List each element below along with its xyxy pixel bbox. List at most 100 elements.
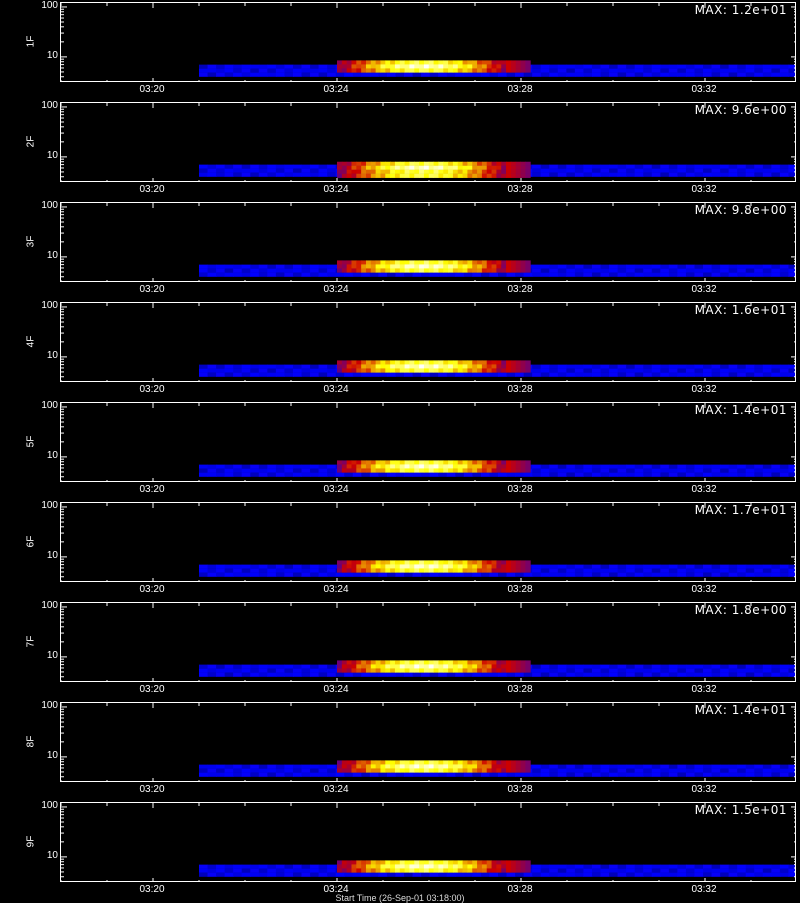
heatmap-cell bbox=[361, 169, 367, 174]
heatmap-cell bbox=[207, 68, 217, 73]
heatmap-cell bbox=[351, 864, 357, 869]
x-tick-label: 03:20 bbox=[139, 784, 165, 795]
heatmap-cell bbox=[520, 360, 526, 365]
heatmap-cell bbox=[583, 368, 593, 373]
heatmap-cell bbox=[520, 364, 526, 369]
heatmap-cell bbox=[711, 272, 721, 277]
heatmap-cell bbox=[626, 872, 636, 877]
heatmap-cell bbox=[711, 172, 721, 177]
heatmap-cell bbox=[267, 672, 277, 677]
heatmap-cell bbox=[318, 272, 328, 277]
heatmap-cell bbox=[452, 68, 459, 73]
y-tick-label: 10 bbox=[46, 149, 58, 161]
heatmap-cell bbox=[779, 768, 789, 773]
heatmap-cell bbox=[233, 472, 243, 477]
heatmap-cell bbox=[267, 472, 277, 477]
heatmap-cell bbox=[617, 468, 627, 473]
heatmap-cell bbox=[337, 764, 343, 769]
heatmap-cell bbox=[443, 268, 449, 273]
heatmap-cell bbox=[525, 264, 531, 269]
heatmap-cell bbox=[501, 764, 507, 769]
x-tick-label: 03:28 bbox=[507, 884, 533, 895]
heatmap-cell bbox=[583, 668, 593, 673]
heatmap-cell bbox=[428, 768, 435, 773]
heatmap-cell bbox=[788, 768, 795, 773]
heatmap-cell bbox=[443, 64, 449, 69]
heatmap-cell bbox=[462, 660, 468, 665]
heatmap-cell bbox=[549, 864, 559, 869]
heatmap-cell bbox=[356, 864, 362, 869]
heatmap-cell bbox=[199, 168, 209, 173]
heatmap-cell bbox=[365, 268, 372, 273]
heatmap-cell bbox=[351, 173, 357, 178]
heatmap-cell bbox=[433, 60, 439, 65]
heatmap-cell bbox=[341, 764, 348, 769]
heatmap-cell bbox=[617, 168, 627, 173]
x-tick-label: 03:20 bbox=[139, 184, 165, 195]
heatmap-cell bbox=[250, 68, 260, 73]
heatmap-cell bbox=[423, 64, 430, 69]
heatmap-cell bbox=[241, 372, 251, 377]
heatmap-cell bbox=[267, 164, 277, 169]
heatmap-cell bbox=[600, 272, 610, 277]
heatmap-cell bbox=[600, 464, 610, 469]
heatmap-cell bbox=[233, 68, 243, 73]
heatmap-cell bbox=[207, 372, 217, 377]
heatmap-cell bbox=[301, 772, 311, 777]
heatmap-cell bbox=[566, 68, 576, 73]
panel-2F: 2F 100 10 MAX: 9.6e+00 03:20 03:24 03:28 03:32 bbox=[0, 100, 800, 200]
heatmap-cell bbox=[668, 472, 678, 477]
heatmap-cell bbox=[386, 572, 396, 577]
heatmap-cell bbox=[491, 460, 497, 465]
heatmap-cell bbox=[443, 460, 449, 465]
heatmap-cell bbox=[520, 169, 526, 174]
heatmap-cell bbox=[626, 268, 636, 273]
heatmap-cell bbox=[677, 364, 687, 369]
heatmap-cell bbox=[523, 572, 533, 577]
heatmap-cell bbox=[346, 464, 352, 469]
heatmap-cell bbox=[566, 272, 576, 277]
heatmap-cell bbox=[677, 872, 687, 877]
heatmap-cell bbox=[728, 264, 738, 269]
heatmap-cell bbox=[301, 264, 311, 269]
heatmap-cell bbox=[651, 668, 661, 673]
heatmap-cell bbox=[351, 368, 357, 373]
heatmap-cell bbox=[378, 372, 388, 377]
spectrogram-svg bbox=[61, 703, 795, 781]
heatmap-cell bbox=[515, 568, 522, 573]
heatmap-cell bbox=[462, 464, 468, 469]
heatmap-cell bbox=[506, 872, 516, 877]
heatmap-cell bbox=[540, 68, 550, 73]
heatmap-cell bbox=[745, 372, 755, 377]
heatmap-cell bbox=[745, 768, 755, 773]
heatmap-cell bbox=[754, 472, 764, 477]
heatmap-cell bbox=[703, 372, 713, 377]
heatmap-cell bbox=[463, 272, 473, 277]
heatmap-cell bbox=[745, 664, 755, 669]
heatmap-cell bbox=[609, 864, 619, 869]
heatmap-cell bbox=[258, 468, 268, 473]
heatmap-cell bbox=[327, 772, 337, 777]
heatmap-cell bbox=[284, 264, 294, 269]
heatmap-cell bbox=[711, 664, 721, 669]
heatmap-cell bbox=[414, 460, 420, 465]
heatmap-cell bbox=[452, 173, 459, 178]
heatmap-cell bbox=[216, 472, 226, 477]
heatmap-cell bbox=[207, 668, 217, 673]
heatmap-cell bbox=[566, 764, 576, 769]
heatmap-cell bbox=[356, 64, 362, 69]
heatmap-cell bbox=[399, 464, 406, 469]
heatmap-cell bbox=[346, 868, 352, 873]
heatmap-cell bbox=[390, 460, 396, 465]
heatmap-cell bbox=[520, 560, 526, 565]
heatmap-cell bbox=[404, 560, 410, 565]
heatmap-cell bbox=[318, 772, 328, 777]
heatmap-cell bbox=[375, 264, 381, 269]
x-tick-label: 03:28 bbox=[507, 84, 533, 95]
heatmap-cell bbox=[510, 64, 517, 69]
heatmap-cell bbox=[737, 668, 747, 673]
heatmap-cell bbox=[318, 664, 328, 669]
heatmap-cell bbox=[337, 264, 343, 269]
heatmap-cell bbox=[634, 564, 644, 569]
heatmap-cell bbox=[284, 164, 294, 169]
